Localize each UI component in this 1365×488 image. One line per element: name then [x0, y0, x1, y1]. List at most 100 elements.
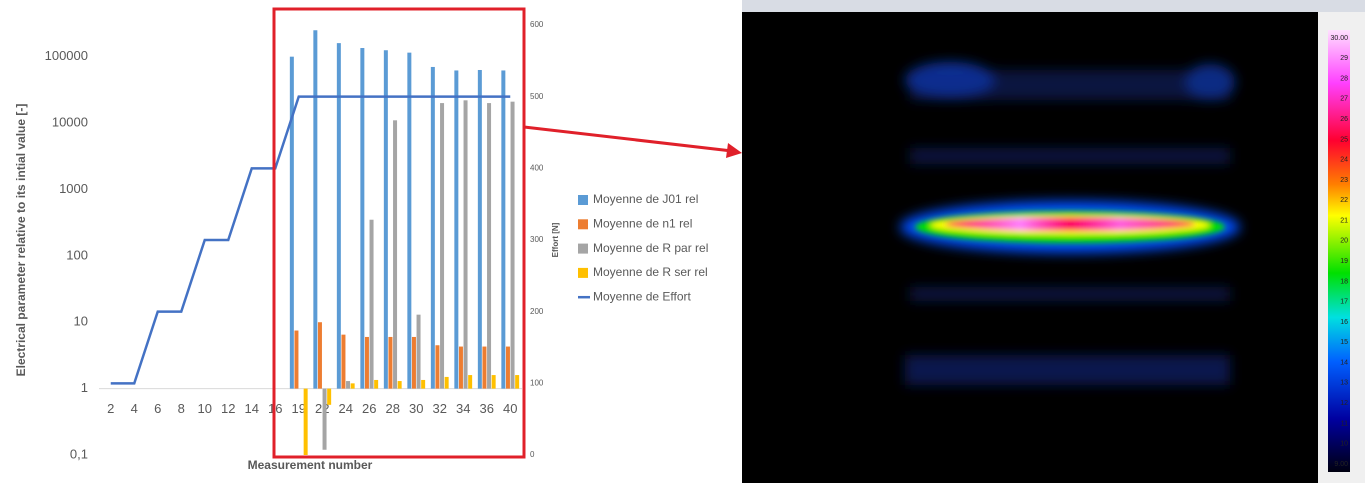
x-tick-label: 10	[198, 401, 212, 416]
scale-label: 10	[1340, 441, 1348, 448]
bar	[341, 335, 345, 389]
bar	[388, 337, 392, 389]
x-tick-label: 34	[456, 401, 470, 416]
y2-tick-label: 200	[530, 307, 544, 316]
bar	[417, 315, 421, 389]
y-tick-label: 10000	[52, 114, 88, 129]
x-tick-label: 4	[131, 401, 138, 416]
bar	[398, 381, 402, 389]
bar	[304, 389, 308, 455]
x-tick-label: 32	[433, 401, 447, 416]
bar	[431, 67, 435, 389]
y2-tick-label: 100	[530, 378, 544, 387]
bar	[370, 220, 374, 389]
y-axis-label: Electrical parameter relative to its int…	[14, 104, 28, 377]
bar	[290, 57, 294, 389]
y2-tick-label: 0	[530, 450, 535, 459]
x-tick-label: 6	[154, 401, 161, 416]
scale-label: 26	[1340, 116, 1348, 123]
scale-label: 23	[1340, 177, 1348, 184]
x-axis-label: Measurement number	[248, 458, 373, 472]
bar	[464, 100, 468, 388]
bar	[313, 30, 317, 388]
scale-label: 21	[1340, 217, 1348, 224]
line-series	[111, 97, 511, 384]
arrow-head	[726, 143, 742, 158]
x-tick-label: 36	[480, 401, 494, 416]
y-tick-label: 100	[66, 247, 88, 262]
thermal-image: 30.0029282726252423222120191817161514131…	[742, 0, 1365, 483]
scale-label: 18	[1340, 278, 1348, 285]
scale-label: 27	[1340, 96, 1348, 103]
legend-label: Moyenne de R par rel	[593, 241, 708, 255]
x-tick-label: 8	[178, 401, 185, 416]
bar	[384, 50, 388, 388]
bar	[351, 383, 355, 388]
bar	[412, 337, 416, 389]
x-tick-label: 14	[245, 401, 259, 416]
scale-label: 25	[1340, 136, 1348, 143]
x-tick-label: 24	[339, 401, 353, 416]
bar	[468, 375, 472, 389]
arrow	[524, 127, 732, 151]
bar	[445, 377, 449, 389]
y-tick-label: 0,1	[70, 446, 88, 461]
bar	[323, 389, 327, 450]
scale-label: 24	[1340, 157, 1348, 164]
bar	[506, 347, 510, 389]
scale-label: 30.00	[1330, 35, 1348, 42]
scale-label: 29	[1340, 55, 1348, 62]
bar	[511, 102, 515, 389]
x-tick-label: 26	[362, 401, 376, 416]
bar	[482, 347, 486, 389]
y2-axis-label: Effort [N]	[551, 222, 560, 257]
bar	[294, 331, 298, 389]
bar	[492, 375, 496, 389]
bar	[374, 380, 378, 389]
bar	[454, 70, 458, 388]
title-bar	[742, 0, 1365, 12]
scale-label: 28	[1340, 75, 1348, 82]
scale-label: 22	[1340, 197, 1348, 204]
x-tick-label: 28	[386, 401, 400, 416]
bar	[365, 337, 369, 389]
scale-label: 14	[1340, 359, 1348, 366]
bar	[435, 345, 439, 388]
bar	[501, 70, 505, 388]
x-tick-label: 2	[107, 401, 114, 416]
bar	[407, 53, 411, 389]
legend-label: Moyenne de J01 rel	[593, 192, 698, 206]
highlight-box	[274, 9, 524, 457]
x-tick-label: 12	[221, 401, 235, 416]
bar	[318, 322, 322, 388]
scale-label: 13	[1340, 380, 1348, 387]
screenshot: Electrical parameter relative to its int…	[0, 0, 1365, 483]
y-tick-label: 100000	[45, 48, 88, 63]
legend-swatch	[578, 219, 588, 229]
scale-label: 17	[1340, 299, 1348, 306]
legend-swatch	[578, 195, 588, 205]
bar	[515, 375, 519, 389]
bar	[346, 381, 350, 389]
legend-label: Moyenne de R ser rel	[593, 265, 708, 279]
bar	[327, 389, 331, 405]
legend-label: Moyenne de Effort	[593, 289, 692, 303]
bar	[337, 43, 341, 388]
legend-label: Moyenne de n1 rel	[593, 216, 692, 230]
legend-swatch	[578, 244, 588, 254]
bar	[421, 380, 425, 389]
bar	[487, 103, 491, 389]
bar	[459, 347, 463, 389]
y-tick-label: 1000	[59, 181, 88, 196]
y-tick-label: 1	[81, 380, 88, 395]
chart: Electrical parameter relative to its int…	[14, 20, 708, 472]
x-tick-label: 30	[409, 401, 423, 416]
y-tick-label: 10	[74, 314, 88, 329]
scale-label: 9.00	[1334, 461, 1348, 468]
y2-tick-label: 600	[530, 20, 544, 29]
bar	[393, 120, 397, 388]
bar	[478, 70, 482, 389]
legend-swatch	[578, 268, 588, 278]
y2-tick-label: 400	[530, 163, 544, 172]
y2-tick-label: 500	[530, 92, 544, 101]
